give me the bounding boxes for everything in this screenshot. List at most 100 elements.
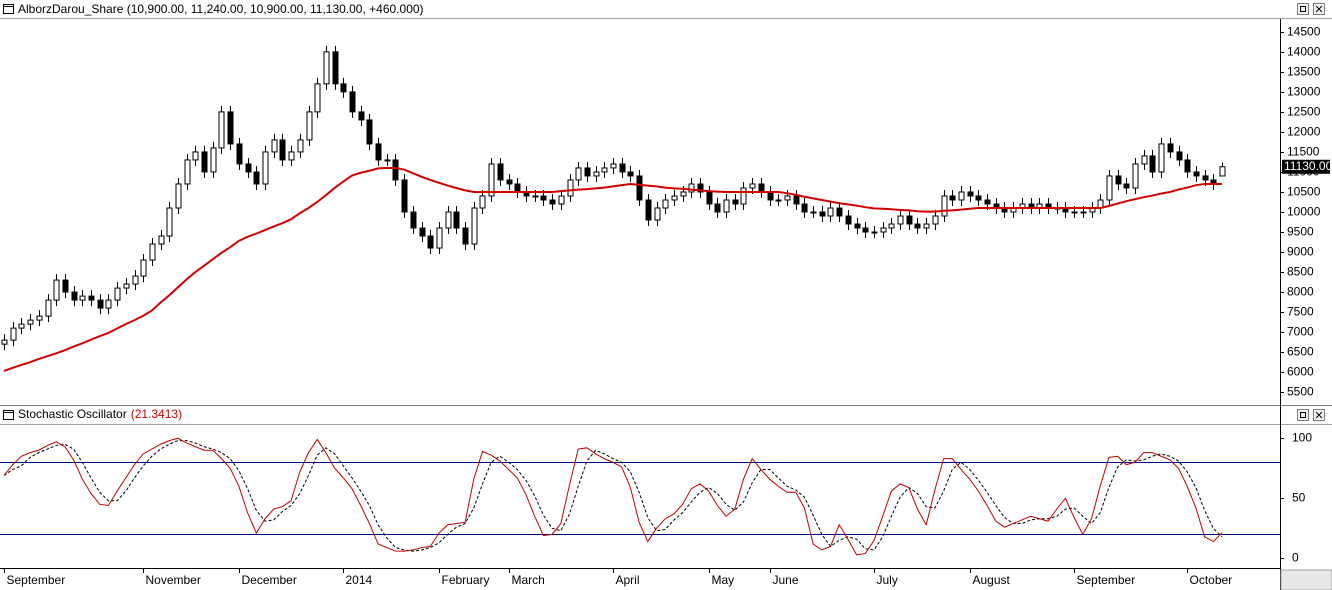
oscillator-line [3, 440, 1223, 552]
candle-body [340, 83, 347, 93]
candle-body [567, 179, 574, 197]
candle-body [836, 207, 843, 217]
candle-body [932, 215, 939, 225]
candle-body [314, 83, 321, 113]
candle-body [1176, 151, 1183, 161]
y-tick-label: 12000 [1287, 125, 1321, 139]
x-tick-label: March [512, 573, 545, 587]
candle-body [1071, 211, 1078, 214]
x-tick-label: October [1190, 573, 1233, 587]
candle-body [532, 195, 539, 198]
candle-body [288, 151, 295, 161]
x-tick-label: July [877, 573, 898, 587]
candle-body [166, 207, 173, 237]
y-tick-label: 12500 [1287, 105, 1321, 119]
x-tick-label: June [773, 573, 799, 587]
candle-body [793, 195, 800, 205]
candle-body [436, 227, 443, 249]
candle-body [366, 119, 373, 145]
candle-body [871, 231, 878, 234]
candle-body [749, 183, 756, 189]
candle-body [140, 259, 147, 277]
y-tick-label: 7500 [1287, 305, 1314, 319]
maximize-button[interactable] [1297, 3, 1309, 15]
candle-body [45, 299, 52, 317]
candle-body [175, 183, 182, 209]
candle-body [740, 187, 747, 205]
candle-body [862, 227, 869, 233]
y-tick-label: 5500 [1287, 385, 1314, 399]
y-tick-label: 0 [1292, 551, 1299, 565]
y-tick-label: 9500 [1287, 225, 1314, 239]
candle-body [27, 319, 34, 325]
candle-body [445, 211, 452, 229]
candle-body [384, 159, 391, 162]
candle-body [636, 175, 643, 201]
candle-body [332, 51, 339, 85]
y-tick-label: 10500 [1287, 185, 1321, 199]
candle-body [1, 339, 8, 345]
candle-body [914, 223, 921, 229]
candle-body [1123, 183, 1130, 189]
candle-body [349, 91, 356, 113]
candle-body [888, 223, 895, 229]
oscillator-value: (21.3413) [131, 407, 182, 421]
candle-body [427, 235, 434, 249]
candle-body [758, 183, 765, 193]
candle-body [1115, 175, 1122, 185]
y-tick-label: 6000 [1287, 365, 1314, 379]
maximize-button[interactable] [1297, 409, 1309, 421]
candle-body [462, 227, 469, 245]
candle-body [192, 151, 199, 161]
candle-body [149, 243, 156, 261]
candle-body [654, 207, 661, 221]
candle-body [419, 227, 426, 237]
candle-body [358, 111, 365, 121]
candle-body [375, 143, 382, 161]
candle-body [697, 183, 704, 193]
candle-body [575, 167, 582, 181]
candle-body [906, 215, 913, 225]
candle-body [593, 171, 600, 177]
candle-body [158, 235, 165, 245]
candle-body [775, 199, 782, 202]
x-tick-label: August [973, 573, 1011, 587]
candle-body [1219, 166, 1226, 177]
candle-body [714, 203, 721, 213]
candle-body [210, 147, 217, 173]
price-title: AlborzDarou_Share (10,900.00, 11,240.00,… [18, 2, 424, 16]
candle-body [897, 215, 904, 225]
candle-body [1202, 175, 1209, 181]
candle-body [10, 327, 17, 341]
y-tick-label: 9000 [1287, 245, 1314, 259]
candle-body [271, 139, 278, 153]
candle-body [975, 195, 982, 201]
candle-body [514, 183, 521, 193]
candle-body [880, 227, 887, 233]
moving-average [3, 166, 1222, 372]
header-bar [0, 0, 1332, 18]
candle-body [558, 195, 565, 205]
candle-body [479, 195, 486, 209]
candle-body [53, 279, 60, 301]
candle-body [601, 167, 608, 173]
candle-body [801, 203, 808, 213]
candle-body [79, 295, 86, 301]
candle-body [71, 291, 78, 301]
candle-body [584, 167, 591, 177]
candle-body [1149, 155, 1156, 173]
candle-body [784, 195, 791, 201]
oscillator-title: Stochastic Oscillator [18, 407, 127, 421]
y-tick-label: 100 [1292, 431, 1312, 445]
y-tick-label: 13000 [1287, 85, 1321, 99]
candle-body [662, 199, 669, 209]
candle-body [845, 215, 852, 225]
last-price-box [1282, 159, 1330, 174]
candle-body [619, 163, 626, 173]
candle-body [245, 163, 252, 173]
candle-body [688, 183, 695, 193]
candle-body [810, 211, 817, 214]
candle-body [262, 151, 269, 185]
candle-body [1167, 143, 1174, 153]
